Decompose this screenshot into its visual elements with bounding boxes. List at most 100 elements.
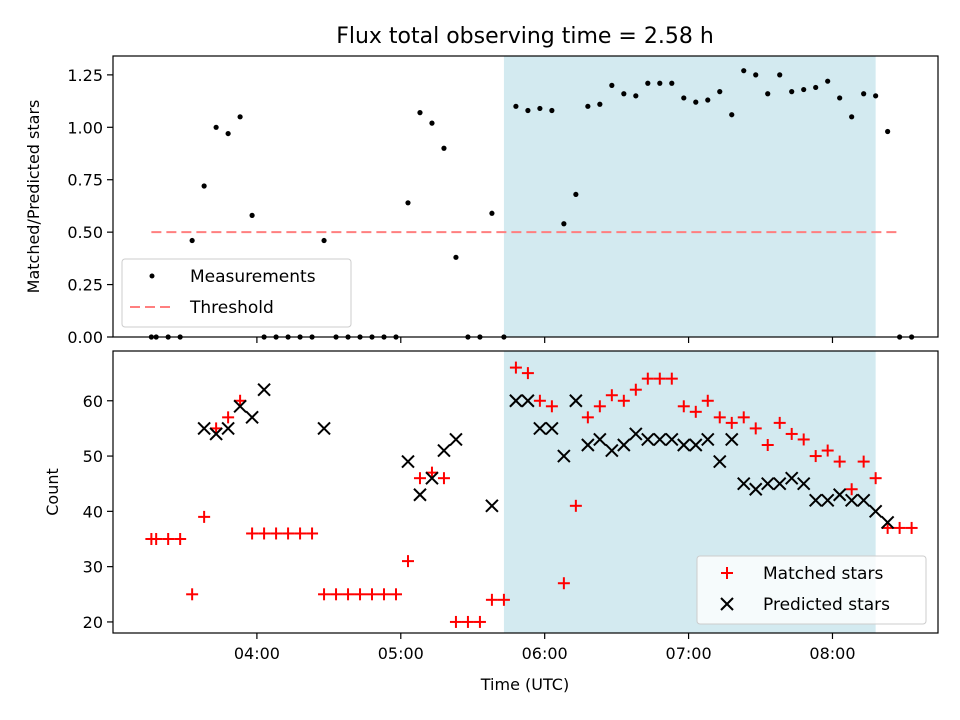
predicted-star-point: [713, 454, 727, 469]
predicted-star-point: [197, 421, 211, 436]
matched-star-point: [689, 405, 702, 418]
measurement-point: [681, 95, 687, 101]
measurement-point: [621, 91, 627, 97]
ratio-y-axis-label: Matched/Predicted stars: [24, 100, 43, 294]
x-tick-label: 07:00: [666, 644, 712, 663]
matched-star-point: [821, 444, 834, 457]
predicted-star-point-b: [605, 443, 619, 458]
predicted-star-point-b: [449, 432, 463, 447]
ratio-y-tick-label: 1.00: [67, 118, 103, 137]
matched-star-point: [485, 593, 498, 606]
matched-star-point: [545, 400, 558, 413]
measurement-point: [225, 130, 231, 137]
predicted-star-point-b: [413, 488, 427, 502]
ratio-y-ticks: 0.00 0.25 0.50 0.75 1.00 1.25: [67, 66, 113, 347]
matched-star-point: [401, 555, 414, 568]
matched-star-point: [809, 450, 822, 463]
matched-star-point: [473, 615, 486, 628]
predicted-star-point-b: [868, 504, 883, 519]
matched-star-point: [533, 394, 546, 407]
matched-star-point: [246, 527, 259, 540]
measurement-point: [729, 112, 735, 118]
predicted-star-point: [701, 432, 715, 447]
predicted-star-point-b: [665, 432, 679, 447]
predicted-star-point: [209, 427, 223, 441]
predicted-stars-points: [197, 382, 895, 530]
measurement-point: [801, 86, 807, 93]
predicted-star-point-b: [737, 476, 751, 491]
matched-star-point: [797, 433, 810, 446]
predicted-star-point: [581, 438, 595, 452]
matched-star-point: [198, 510, 211, 523]
matched-star-point: [881, 521, 894, 534]
matched-star-point: [641, 372, 654, 385]
matched-star-point: [318, 588, 331, 601]
measurement-point: [237, 114, 243, 120]
matched-star-point: [449, 615, 462, 628]
measurement-point: [861, 91, 867, 97]
predicted-star-point-b: [749, 482, 763, 496]
count-y-tick-label: 30: [83, 558, 103, 577]
predicted-star-point: [868, 504, 883, 519]
matched-star-point: [378, 588, 391, 601]
measurement-point: [405, 200, 411, 206]
count-axes-frame: [112, 350, 939, 634]
measurement-point: [825, 78, 831, 84]
matched-star-point: [150, 533, 163, 545]
predicted-star-point: [521, 394, 535, 408]
ratio-legend-box: [121, 258, 352, 328]
predicted-star-point-b: [820, 493, 835, 508]
matched-star-point: [461, 615, 474, 628]
count-y-tick-label: 60: [83, 392, 103, 411]
matched-star-point: [857, 455, 870, 468]
ratio-y-tick-label: 0.25: [67, 276, 103, 295]
measurement-point: [705, 97, 711, 103]
matched-star-point: [833, 455, 846, 468]
predicted-star-point: [844, 493, 859, 508]
predicted-star-point-b: [844, 493, 859, 508]
count-y-tick-label: 50: [83, 447, 103, 466]
matched-star-point: [509, 361, 522, 374]
measurement-point: [609, 82, 615, 88]
predicted-star-point: [317, 421, 331, 436]
predicted-star-point: [725, 432, 739, 447]
predicted-star-point: [425, 471, 439, 485]
predicted-star-point: [653, 432, 667, 447]
predicted-star-point: [605, 443, 619, 458]
ratio-y-tick-label: 0.00: [67, 328, 103, 347]
matched-star-point: [557, 577, 570, 590]
measurement-point: [777, 72, 783, 78]
count-legend: Matched stars Predicted stars: [696, 555, 927, 625]
x-axis-label: Time (UTC): [480, 675, 569, 694]
chart-title: Flux total observing time = 2.58 h: [336, 24, 714, 49]
measurement-point: [201, 183, 207, 189]
predicted-star-point: [808, 493, 823, 508]
predicted-star-point-b: [880, 515, 895, 530]
predicted-star-point-b: [784, 471, 799, 485]
measurement-point: [489, 210, 495, 216]
predicted-star-point: [856, 493, 871, 508]
predicted-star-point: [593, 432, 607, 447]
predicted-star-point-b: [557, 449, 571, 463]
legend-predicted-marker: [720, 597, 734, 611]
ratio-y-tick-label: 1.25: [67, 66, 103, 85]
ratio-axes-frame: [112, 55, 939, 338]
matched-star-point: [569, 499, 582, 512]
matched-star-point: [869, 472, 882, 485]
predicted-star-point-b: [197, 421, 211, 436]
predicted-star-point-b: [233, 399, 247, 414]
predicted-star-point: [509, 394, 523, 408]
measurement-point: [717, 89, 723, 95]
matched-star-point: [162, 533, 175, 545]
matched-star-point: [306, 527, 319, 540]
matched-star-point: [737, 411, 750, 424]
measurement-point: [249, 212, 255, 218]
predicted-star-point-b: [701, 432, 715, 447]
predicted-star-point-b: [773, 476, 787, 491]
matched-star-point: [617, 394, 630, 407]
count-legend-box: [696, 555, 927, 625]
measurement-point: [453, 254, 459, 260]
predicted-star-point-b: [521, 394, 535, 408]
matched-star-point: [629, 383, 642, 396]
predicted-star-point-b: [257, 382, 271, 397]
